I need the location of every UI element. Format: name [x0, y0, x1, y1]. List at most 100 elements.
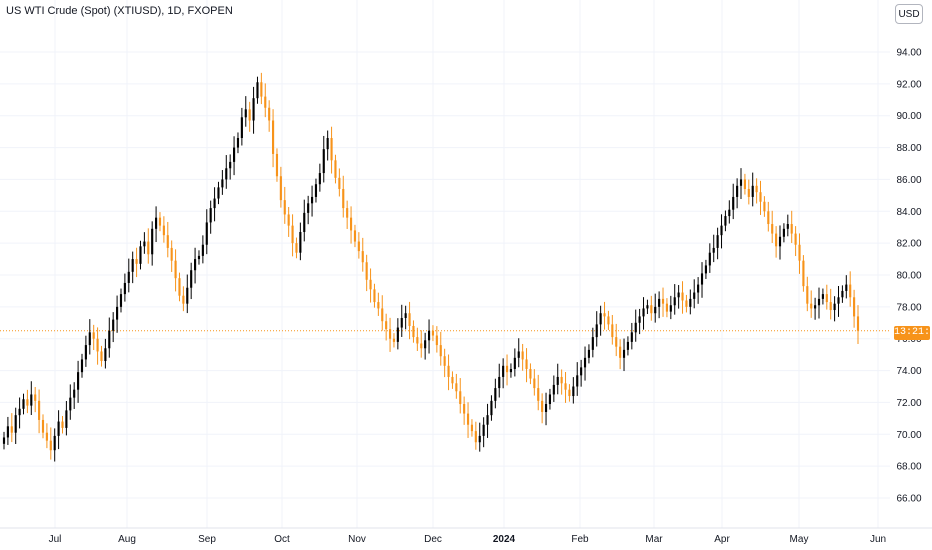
candle-up: [833, 296, 836, 322]
candle-body: [821, 294, 824, 299]
candle-up: [841, 285, 844, 303]
candle-body: [685, 300, 688, 307]
candle-down: [170, 240, 173, 272]
candle-body: [751, 185, 754, 197]
y-tick-label: 82.00: [896, 239, 921, 250]
candle-up: [821, 288, 824, 305]
candle-body: [388, 329, 392, 339]
candle-down: [178, 272, 181, 302]
y-tick-label: 86.00: [896, 175, 921, 186]
candle-up: [252, 86, 255, 134]
candle-body: [18, 408, 21, 416]
candle-body: [260, 82, 263, 97]
candle-body: [829, 302, 832, 311]
candle-body: [14, 415, 17, 433]
candle-body: [591, 337, 594, 350]
candle-body: [704, 265, 707, 274]
candle-body: [10, 426, 13, 433]
candle-body: [412, 325, 415, 338]
candle-down: [802, 255, 805, 292]
candle-body: [814, 305, 817, 309]
candle-body: [100, 351, 103, 362]
candle-body: [447, 365, 450, 377]
candle-body: [810, 303, 813, 309]
candle-body: [630, 332, 633, 342]
candle-body: [541, 400, 544, 412]
candle-down: [365, 254, 368, 292]
candle-body: [264, 96, 267, 108]
candle-body: [529, 368, 532, 379]
candles: [2, 72, 860, 462]
candle-up: [108, 317, 111, 358]
candle-body: [626, 341, 629, 350]
candle-body: [135, 259, 138, 264]
candle-body: [482, 424, 485, 436]
candle-down: [447, 354, 450, 391]
candle-down: [435, 326, 438, 353]
candle-body: [225, 168, 228, 180]
x-axis: Jul Aug Sep Oct Nov Dec 2024 Feb Mar Apr May Jun: [0, 527, 932, 545]
candle-down: [283, 186, 286, 224]
candle-body: [139, 246, 142, 264]
candle-body: [197, 255, 201, 260]
candle-up: [513, 348, 516, 377]
candle-up: [53, 428, 56, 462]
candle-down: [525, 348, 528, 383]
candle-down: [806, 276, 809, 312]
candle-up: [580, 359, 583, 387]
candle-body: [170, 247, 173, 261]
candle-body: [650, 305, 653, 314]
candle-up: [213, 187, 216, 222]
candle-body: [271, 120, 275, 154]
candle-down: [607, 310, 610, 330]
candle-body: [2, 437, 6, 444]
candle-down: [661, 287, 665, 317]
candle-up: [478, 422, 481, 452]
candle-down: [357, 232, 360, 259]
candle-body: [349, 217, 353, 231]
y-tick-label: 92.00: [896, 79, 921, 90]
candle-body: [112, 319, 115, 331]
candle-body: [240, 117, 243, 139]
candle-down: [755, 178, 758, 204]
candle-body: [392, 338, 396, 342]
candle-up: [697, 277, 700, 304]
candle-up: [404, 305, 407, 330]
candle-up: [303, 199, 306, 242]
candle-body: [205, 222, 208, 245]
candle-down: [568, 384, 571, 402]
candle-body: [700, 273, 704, 285]
candle-down: [353, 224, 357, 248]
candle-down: [759, 180, 762, 215]
x-tick-label: Sep: [198, 534, 216, 545]
candle-body: [178, 278, 181, 296]
candle-down: [505, 354, 509, 386]
candle-body: [431, 330, 435, 336]
candle-body: [318, 173, 321, 185]
candle-body: [77, 372, 80, 390]
candle-body: [775, 233, 778, 247]
candle-body: [665, 303, 668, 312]
candle-body: [767, 211, 770, 225]
candle-up: [112, 312, 115, 343]
candle-down: [439, 331, 442, 366]
candle-body: [30, 394, 33, 406]
candle-body: [778, 236, 782, 247]
candle-body: [849, 284, 852, 298]
candle-down: [271, 109, 275, 168]
candle-down: [408, 301, 411, 340]
candle-down: [135, 247, 138, 278]
candle-body: [186, 287, 189, 304]
candle-up: [236, 132, 240, 154]
x-tick-label: Jun: [870, 534, 886, 545]
candle-up: [654, 293, 657, 323]
candle-down: [346, 200, 349, 229]
candle-body: [45, 432, 48, 441]
candle-down: [96, 327, 99, 365]
currency-button[interactable]: USD: [895, 4, 923, 24]
candle-down: [41, 414, 45, 439]
candle-body: [213, 198, 216, 209]
candle-body: [330, 138, 333, 161]
candle-body: [268, 107, 271, 121]
